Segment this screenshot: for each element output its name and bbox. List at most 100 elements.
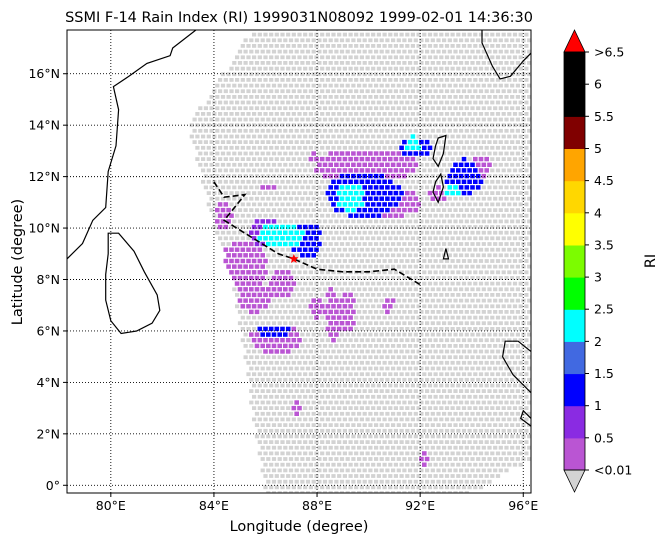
swath-pixel	[331, 451, 336, 456]
rain-pixel	[447, 185, 453, 190]
rain-pixel	[362, 173, 367, 179]
swath-pixel	[456, 247, 461, 252]
swath-pixel	[490, 293, 495, 297]
swath-pixel	[294, 491, 299, 493]
swath-pixel	[325, 440, 330, 444]
swath-pixel	[351, 117, 356, 122]
swath-pixel	[439, 304, 444, 309]
swath-pixel	[331, 89, 336, 94]
swath-pixel	[498, 162, 503, 167]
swath-pixel	[510, 128, 515, 133]
swath-pixel	[481, 253, 486, 258]
swath-pixel	[476, 287, 481, 292]
swath-pixel	[280, 202, 285, 207]
rain-pixel	[351, 298, 356, 303]
swath-pixel	[507, 55, 512, 60]
colorbar-tick-label: 5.5	[594, 109, 614, 124]
swath-pixel	[359, 100, 364, 105]
swath-pixel	[521, 72, 526, 77]
swath-pixel	[476, 140, 481, 144]
swath-pixel	[357, 468, 362, 473]
swath-pixel	[328, 83, 333, 88]
swath-pixel	[249, 162, 254, 167]
swath-pixel	[371, 349, 376, 354]
swath-pixel	[252, 66, 257, 71]
swath-pixel	[297, 123, 302, 128]
swath-pixel	[249, 185, 254, 190]
swath-pixel	[348, 236, 353, 241]
swath-pixel	[339, 230, 345, 235]
swath-pixel	[459, 128, 464, 133]
swath-pixel	[396, 287, 401, 292]
swath-pixel	[416, 451, 421, 456]
swath-pixel	[504, 196, 509, 201]
swath-pixel	[365, 293, 370, 297]
rain-pixel	[254, 332, 260, 337]
swath-pixel	[374, 491, 379, 493]
swath-pixel	[484, 123, 489, 128]
swath-pixel	[498, 72, 503, 77]
coastline-sumatra	[501, 340, 531, 394]
swath-pixel	[271, 298, 277, 303]
swath-pixel	[456, 213, 461, 218]
swath-pixel	[354, 338, 359, 343]
swath-pixel	[365, 145, 370, 150]
swath-pixel	[490, 281, 495, 286]
swath-pixel	[456, 89, 461, 94]
swath-pixel	[320, 451, 325, 456]
swath-pixel	[484, 383, 489, 388]
swath-pixel	[263, 462, 268, 467]
swath-pixel	[481, 321, 486, 326]
swath-pixel	[521, 389, 526, 393]
swath-pixel	[478, 315, 484, 320]
swath-pixel	[246, 213, 251, 218]
swath-pixel	[379, 117, 384, 122]
swath-pixel	[405, 327, 410, 331]
swath-pixel	[303, 474, 308, 478]
swath-pixel	[240, 327, 245, 331]
swath-pixel	[396, 83, 401, 88]
swath-pixel	[223, 100, 228, 105]
swath-pixel	[263, 157, 268, 161]
swath-pixel	[322, 196, 328, 201]
rain-pixel	[251, 258, 257, 264]
map-plot-area[interactable]	[67, 30, 531, 495]
swath-pixel	[518, 247, 523, 252]
swath-pixel	[379, 128, 384, 133]
swath-pixel	[246, 134, 251, 139]
swath-pixel	[422, 247, 427, 252]
swath-pixel	[342, 406, 347, 410]
swath-pixel	[436, 423, 441, 427]
swath-pixel	[288, 140, 294, 144]
swath-pixel	[470, 445, 475, 450]
swath-pixel	[385, 242, 390, 246]
swath-pixel	[442, 479, 447, 484]
swath-pixel	[286, 417, 291, 422]
swath-pixel	[226, 151, 231, 156]
swath-pixel	[487, 151, 492, 156]
swath-pixel	[501, 462, 506, 467]
swath-pixel	[408, 377, 413, 382]
swath-pixel	[512, 304, 518, 309]
swath-pixel	[379, 72, 384, 77]
swath-pixel	[399, 474, 404, 478]
swath-pixel	[393, 462, 398, 467]
swath-pixel	[311, 457, 316, 461]
swath-pixel	[286, 202, 291, 207]
swath-pixel	[402, 264, 407, 269]
swath-pixel	[337, 213, 342, 218]
rain-pixel	[453, 185, 458, 190]
swath-pixel	[408, 128, 413, 133]
swath-pixel	[512, 281, 518, 286]
swath-pixel	[393, 145, 398, 150]
swath-pixel	[498, 83, 503, 88]
swath-pixel	[388, 247, 393, 252]
swath-pixel	[223, 236, 228, 241]
swath-pixel	[331, 394, 336, 399]
swath-pixel	[371, 360, 376, 365]
swath-pixel	[288, 151, 294, 156]
swath-pixel	[439, 394, 444, 399]
swath-pixel	[484, 406, 489, 410]
swath-pixel	[478, 304, 484, 309]
rain-pixel	[271, 343, 277, 349]
